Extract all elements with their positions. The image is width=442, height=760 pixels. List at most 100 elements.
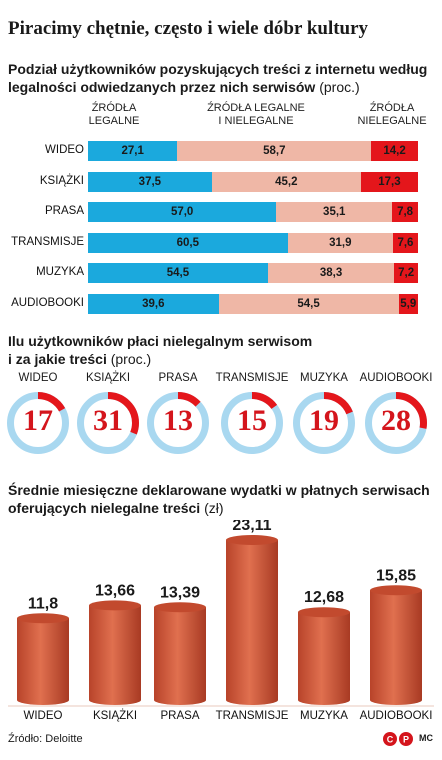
donut-value-4: 19 bbox=[309, 404, 339, 437]
section1-title-line2: legalności odwiedzanych przez nich serwi… bbox=[8, 79, 316, 95]
row-label-4: MUZYKA bbox=[36, 266, 84, 278]
donut-arc-3 bbox=[221, 392, 283, 454]
ring-label-1: KSIĄŻKI bbox=[85, 372, 131, 384]
cylinder-body-5 bbox=[370, 590, 422, 705]
bar-segment-illegal-5: 5,9 bbox=[398, 293, 418, 314]
cylinder-body-3 bbox=[226, 540, 278, 705]
ring-label-5: AUDIOBOOKI bbox=[359, 372, 433, 384]
cylinder-cap-2 bbox=[154, 602, 206, 613]
donut-4 bbox=[293, 392, 355, 454]
cylinder-category-0: WIDEO bbox=[24, 710, 63, 722]
donut-value-0: 17 bbox=[23, 404, 53, 437]
bar-segment-legal-3: 60,5 bbox=[88, 232, 288, 253]
row-label-3: TRANSMISJE bbox=[11, 235, 84, 248]
bar-segment-mixed-2: 35,1 bbox=[276, 202, 393, 222]
legend-illegal: ŹRÓDŁA NIELEGALNE bbox=[352, 102, 432, 128]
bar-segment-mixed-5: 54,5 bbox=[218, 293, 399, 314]
cylinder-body-0 bbox=[17, 618, 69, 705]
legend-mixed-line1: ŹRÓDŁA LEGALNE bbox=[207, 102, 305, 114]
donut-1 bbox=[77, 392, 139, 454]
legend-mixed: ŹRÓDŁA LEGALNE I NIELEGALNE bbox=[196, 102, 316, 128]
ring-label-3: TRANSMISJE bbox=[215, 372, 289, 384]
ring-label-4: MUZYKA bbox=[300, 372, 348, 384]
donut-value-2: 13 bbox=[163, 404, 193, 437]
row-label-5: AUDIOBOOKI bbox=[11, 296, 84, 309]
cylinder-cap-4 bbox=[298, 607, 350, 618]
donut-arc-5 bbox=[365, 392, 427, 454]
bar-segment-illegal-2: 7,8 bbox=[392, 202, 418, 222]
cylinder-body-2 bbox=[154, 607, 206, 705]
donut-arc-1 bbox=[77, 392, 139, 454]
bar-segment-illegal-4: 7,2 bbox=[394, 263, 418, 283]
bar-segment-legal-0: 27,1 bbox=[88, 141, 178, 161]
legend-legal-line2: LEGALNE bbox=[88, 115, 140, 127]
section3-title-line1: Średnie miesięczne deklarowane wydatki w… bbox=[8, 482, 430, 498]
cylinder-bar-chart: 11,8 WIDEO 13,66 KSIĄŻKI 13,39 PRASA 23,11 TRAN… bbox=[8, 520, 434, 722]
cylinder-body-1 bbox=[89, 605, 141, 705]
donut-arc-4 bbox=[293, 392, 355, 454]
ring-label-2: PRASA bbox=[158, 372, 198, 384]
page-title: Piracimy chętnie, często i wiele dóbr ku… bbox=[8, 18, 369, 39]
donut-value-3: 15 bbox=[237, 404, 267, 437]
cylinder-bar-0: 11,8 WIDEO bbox=[17, 595, 69, 722]
bar-segment-illegal-0: 14,2 bbox=[371, 141, 418, 161]
donut-value-1: 31 bbox=[93, 404, 123, 437]
cylinder-value-3: 23,11 bbox=[232, 520, 271, 534]
row-label-1: KSIĄŻKI bbox=[39, 174, 84, 187]
section2-title-line2: i za jakie treści bbox=[8, 351, 107, 367]
legend-mixed-line2: I NIELEGALNE bbox=[218, 115, 294, 127]
publisher-logo: C P bbox=[383, 732, 413, 746]
cylinder-bar-5: 15,85 AUDIOBOOKI bbox=[360, 567, 433, 722]
cylinder-bar-4: 12,68 MUZYKA bbox=[298, 589, 350, 722]
cylinder-value-4: 12,68 bbox=[304, 589, 344, 606]
source-note: Źródło: Deloitte bbox=[8, 733, 83, 745]
cylinder-value-0: 11,8 bbox=[28, 595, 58, 612]
donut-2 bbox=[147, 392, 209, 454]
donut-arc-0 bbox=[7, 392, 69, 454]
cylinder-category-1: KSIĄŻKI bbox=[93, 709, 137, 722]
bar-segment-mixed-3: 31,9 bbox=[287, 232, 393, 253]
cylinder-value-2: 13,39 bbox=[160, 584, 200, 601]
bar-segment-mixed-0: 58,7 bbox=[177, 141, 372, 161]
donut-value-5: 28 bbox=[381, 404, 411, 437]
bar-segment-legal-2: 57,0 bbox=[88, 202, 277, 222]
cylinder-cap-1 bbox=[89, 600, 141, 611]
cylinder-category-3: TRANSMISJE bbox=[216, 710, 289, 722]
bar-segment-illegal-1: 17,3 bbox=[360, 171, 418, 192]
cylinder-category-4: MUZYKA bbox=[300, 710, 348, 722]
bar-segment-mixed-4: 38,3 bbox=[267, 263, 395, 283]
bar-segment-legal-1: 37,5 bbox=[88, 171, 212, 192]
section2-title: Ilu użytkowników płaci nielegalnym serwi… bbox=[8, 332, 312, 368]
cylinder-value-5: 15,85 bbox=[376, 567, 416, 584]
section1-title-line1: Podział użytkowników pozyskujących treśc… bbox=[8, 61, 428, 77]
donut-0 bbox=[7, 392, 69, 454]
author-credit: MC bbox=[419, 733, 433, 743]
row-label-2: PRASA bbox=[45, 205, 84, 217]
row-label-0: WIDEO bbox=[45, 144, 84, 156]
section1-title: Podział użytkowników pozyskujących treśc… bbox=[8, 60, 427, 96]
ring-label-0: WIDEO bbox=[18, 372, 58, 384]
section3-title-line2: oferujących nielegalne treści bbox=[8, 500, 201, 516]
cylinder-body-4 bbox=[298, 612, 350, 705]
bar-segment-legal-5: 39,6 bbox=[88, 293, 219, 314]
legend-legal-line1: ŹRÓDŁA bbox=[91, 102, 137, 114]
svg-text:C: C bbox=[387, 735, 394, 745]
cylinder-cap-0 bbox=[17, 613, 69, 624]
cylinder-cap-5 bbox=[370, 585, 422, 596]
section3-title: Średnie miesięczne deklarowane wydatki w… bbox=[8, 481, 430, 517]
cylinder-category-5: AUDIOBOOKI bbox=[360, 710, 433, 722]
section2-unit: (proc.) bbox=[110, 351, 152, 367]
section2-title-line1: Ilu użytkowników płaci nielegalnym serwi… bbox=[8, 333, 313, 349]
cylinder-bar-2: 13,39 PRASA bbox=[154, 584, 206, 722]
bar-segment-legal-4: 54,5 bbox=[88, 263, 268, 283]
section1-unit: (proc.) bbox=[319, 79, 360, 95]
legend-illegal-line2: NIELEGALNE bbox=[357, 115, 427, 127]
svg-text:P: P bbox=[403, 735, 409, 745]
cylinder-bar-3: 23,11 TRANSMISJE bbox=[216, 520, 289, 722]
legend-legal: ŹRÓDŁA LEGALNE bbox=[86, 102, 142, 128]
donut-3 bbox=[221, 392, 283, 454]
section3-unit: (zł) bbox=[204, 500, 224, 516]
cylinder-cap-3 bbox=[226, 535, 278, 545]
bar-segment-illegal-3: 7,6 bbox=[392, 232, 418, 253]
cylinder-bar-1: 13,66 KSIĄŻKI bbox=[89, 582, 141, 722]
